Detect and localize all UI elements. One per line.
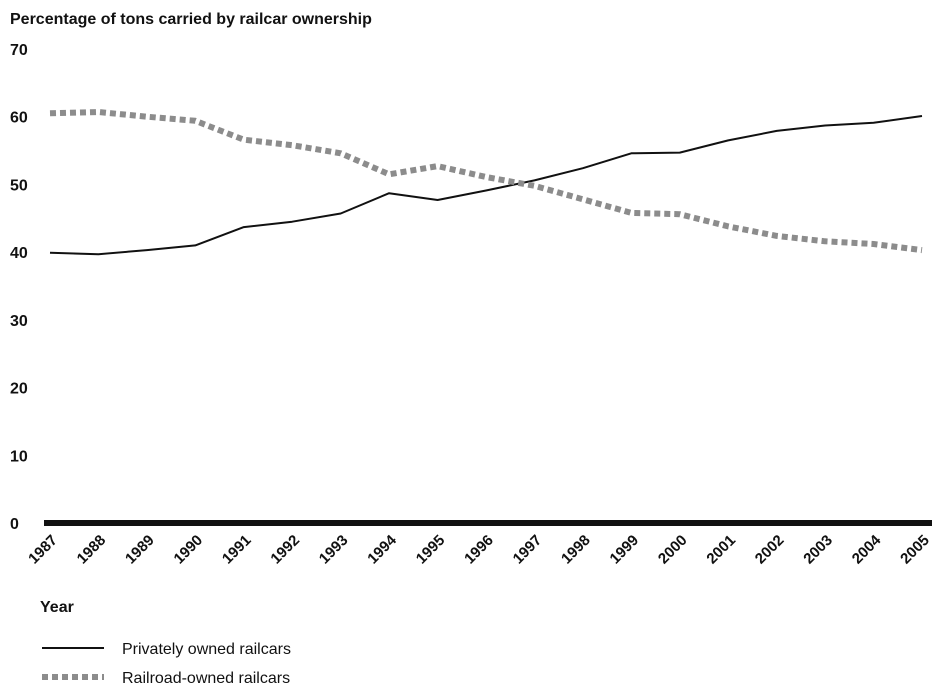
x-tick-label: 2002 (752, 532, 788, 568)
legend-item: Railroad-owned railcars (42, 670, 290, 687)
y-tick-label: 30 (10, 313, 28, 330)
x-tick-label: 1988 (74, 532, 110, 568)
x-tick-label: 2005 (897, 532, 933, 568)
x-tick-label: 1995 (413, 532, 449, 568)
legend-label: Railroad-owned railcars (122, 670, 290, 687)
x-tick-label: 1994 (364, 531, 400, 567)
x-tick-label: 2000 (655, 532, 691, 568)
x-tick-label: 1990 (171, 532, 207, 568)
x-tick-label: 1992 (267, 532, 303, 568)
x-axis-label: Year (40, 599, 74, 616)
y-tick-label: 40 (10, 245, 28, 262)
y-tick-label: 0 (10, 516, 19, 533)
legend-item: Privately owned railcars (42, 641, 291, 658)
x-tick-label: 1989 (122, 532, 158, 568)
x-tick-label: 1991 (219, 532, 255, 568)
x-tick-label: 2004 (849, 531, 885, 567)
x-tick-label: 1993 (316, 532, 352, 568)
chart-title: Percentage of tons carried by railcar ow… (10, 11, 372, 28)
x-tick-label: 2003 (800, 532, 836, 568)
x-tick-label: 1997 (510, 532, 546, 568)
series-line (49, 109, 923, 254)
series-2 (49, 109, 923, 254)
legend-label: Privately owned railcars (122, 641, 291, 658)
series-1 (49, 115, 923, 256)
y-tick-label: 50 (10, 177, 28, 194)
x-tick-label: 1998 (558, 532, 594, 568)
x-tick-label: 1987 (25, 532, 61, 568)
x-tick-label: 2001 (703, 532, 739, 568)
y-axis: 0 10 20 30 40 50 60 70 (10, 42, 28, 533)
y-tick-label: 10 (10, 448, 28, 465)
y-tick-label: 20 (10, 381, 28, 398)
series-line (49, 115, 923, 256)
y-tick-label: 70 (10, 42, 28, 59)
y-tick-label: 60 (10, 110, 28, 127)
series-layer (49, 109, 923, 256)
x-axis: 1987 1988 1989 1990 1991 1992 1993 1994 1995 1996… (25, 531, 933, 567)
x-tick-label: 1999 (607, 532, 643, 568)
legend: Privately owned railcars Railroad-owned r… (42, 641, 291, 687)
x-tick-label: 1996 (461, 532, 497, 568)
